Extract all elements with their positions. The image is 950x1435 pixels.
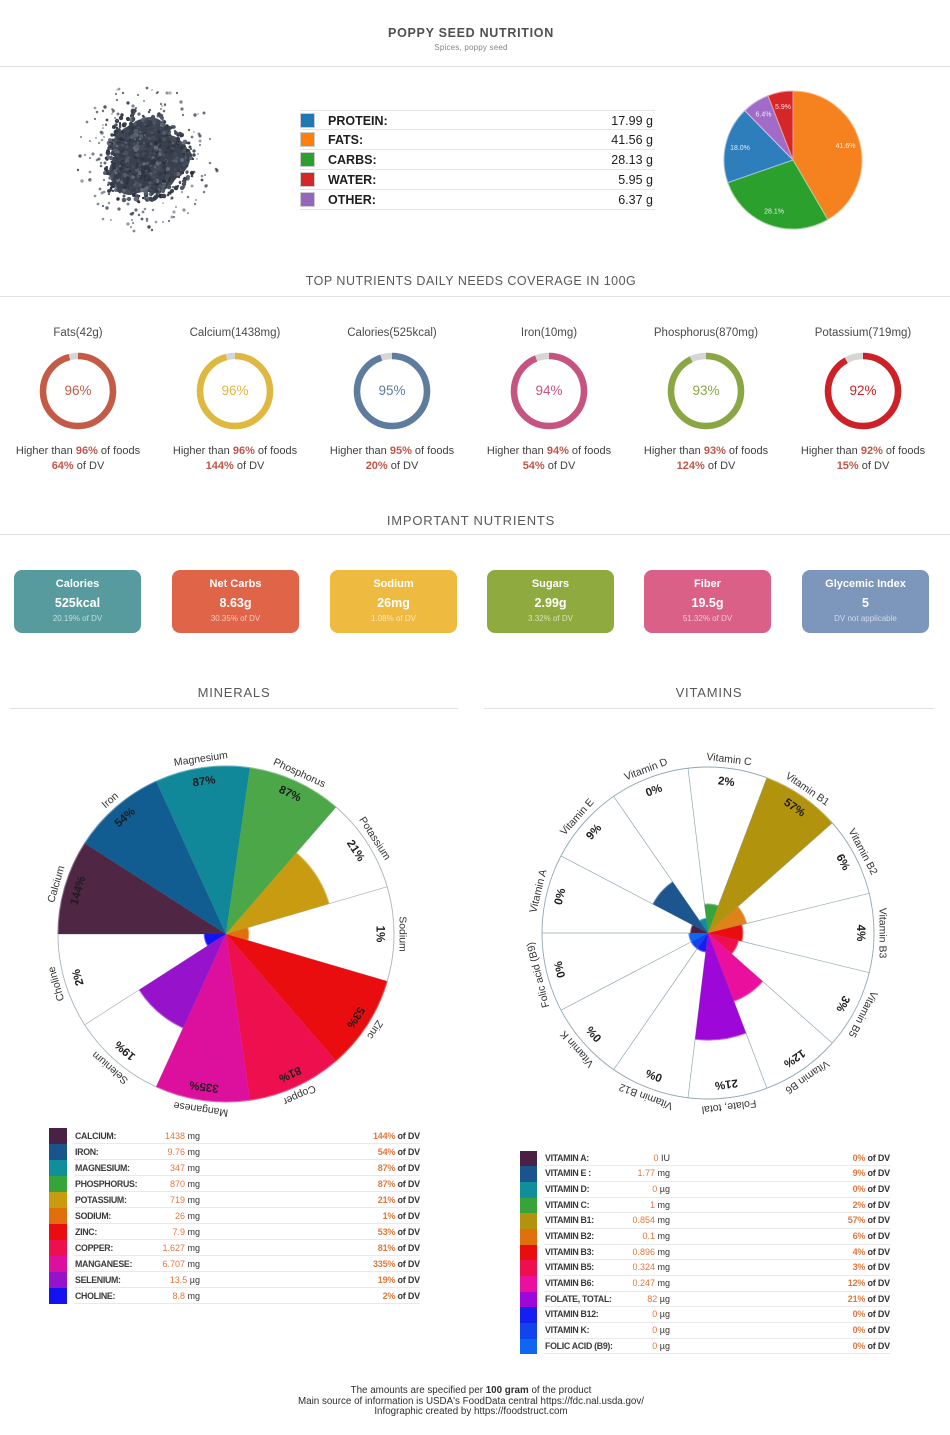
svg-text:6%: 6% [833,852,851,872]
svg-text:Vitamin A: Vitamin A [527,868,549,914]
svg-text:Folic acid (B9): Folic acid (B9) [525,941,553,1009]
svg-text:19%: 19% [113,1038,138,1062]
svg-text:0%: 0% [553,887,569,906]
svg-text:Vitamin B2: Vitamin B2 [846,827,880,878]
svg-text:Choline: Choline [46,965,68,1003]
svg-text:4%: 4% [854,925,866,942]
svg-text:9%: 9% [584,822,604,842]
svg-text:21%: 21% [714,1076,738,1091]
svg-text:3%: 3% [833,993,851,1013]
svg-text:5.9%: 5.9% [775,104,791,111]
svg-text:Vitamin B3: Vitamin B3 [877,908,889,959]
svg-text:Vitamin B12: Vitamin B12 [617,1081,674,1112]
svg-text:0%: 0% [644,1066,664,1083]
svg-text:0%: 0% [644,782,664,799]
svg-text:12%: 12% [781,1046,807,1069]
svg-text:2%: 2% [717,775,735,789]
svg-text:2%: 2% [70,968,86,987]
svg-text:Vitamin B5: Vitamin B5 [846,989,880,1040]
svg-text:28.1%: 28.1% [764,209,784,216]
svg-text:335%: 335% [189,1078,220,1094]
svg-text:Vitamin C: Vitamin C [706,751,753,768]
svg-text:0%: 0% [584,1023,604,1043]
svg-text:1%: 1% [374,926,386,943]
svg-text:Sodium: Sodium [397,916,409,952]
svg-text:6.4%: 6.4% [756,112,772,119]
svg-text:0%: 0% [553,960,569,979]
svg-text:87%: 87% [192,774,217,789]
svg-text:Folate, total: Folate, total [701,1097,757,1116]
svg-text:18.0%: 18.0% [730,145,750,152]
svg-text:41.6%: 41.6% [836,143,856,150]
svg-text:21%: 21% [344,838,367,864]
